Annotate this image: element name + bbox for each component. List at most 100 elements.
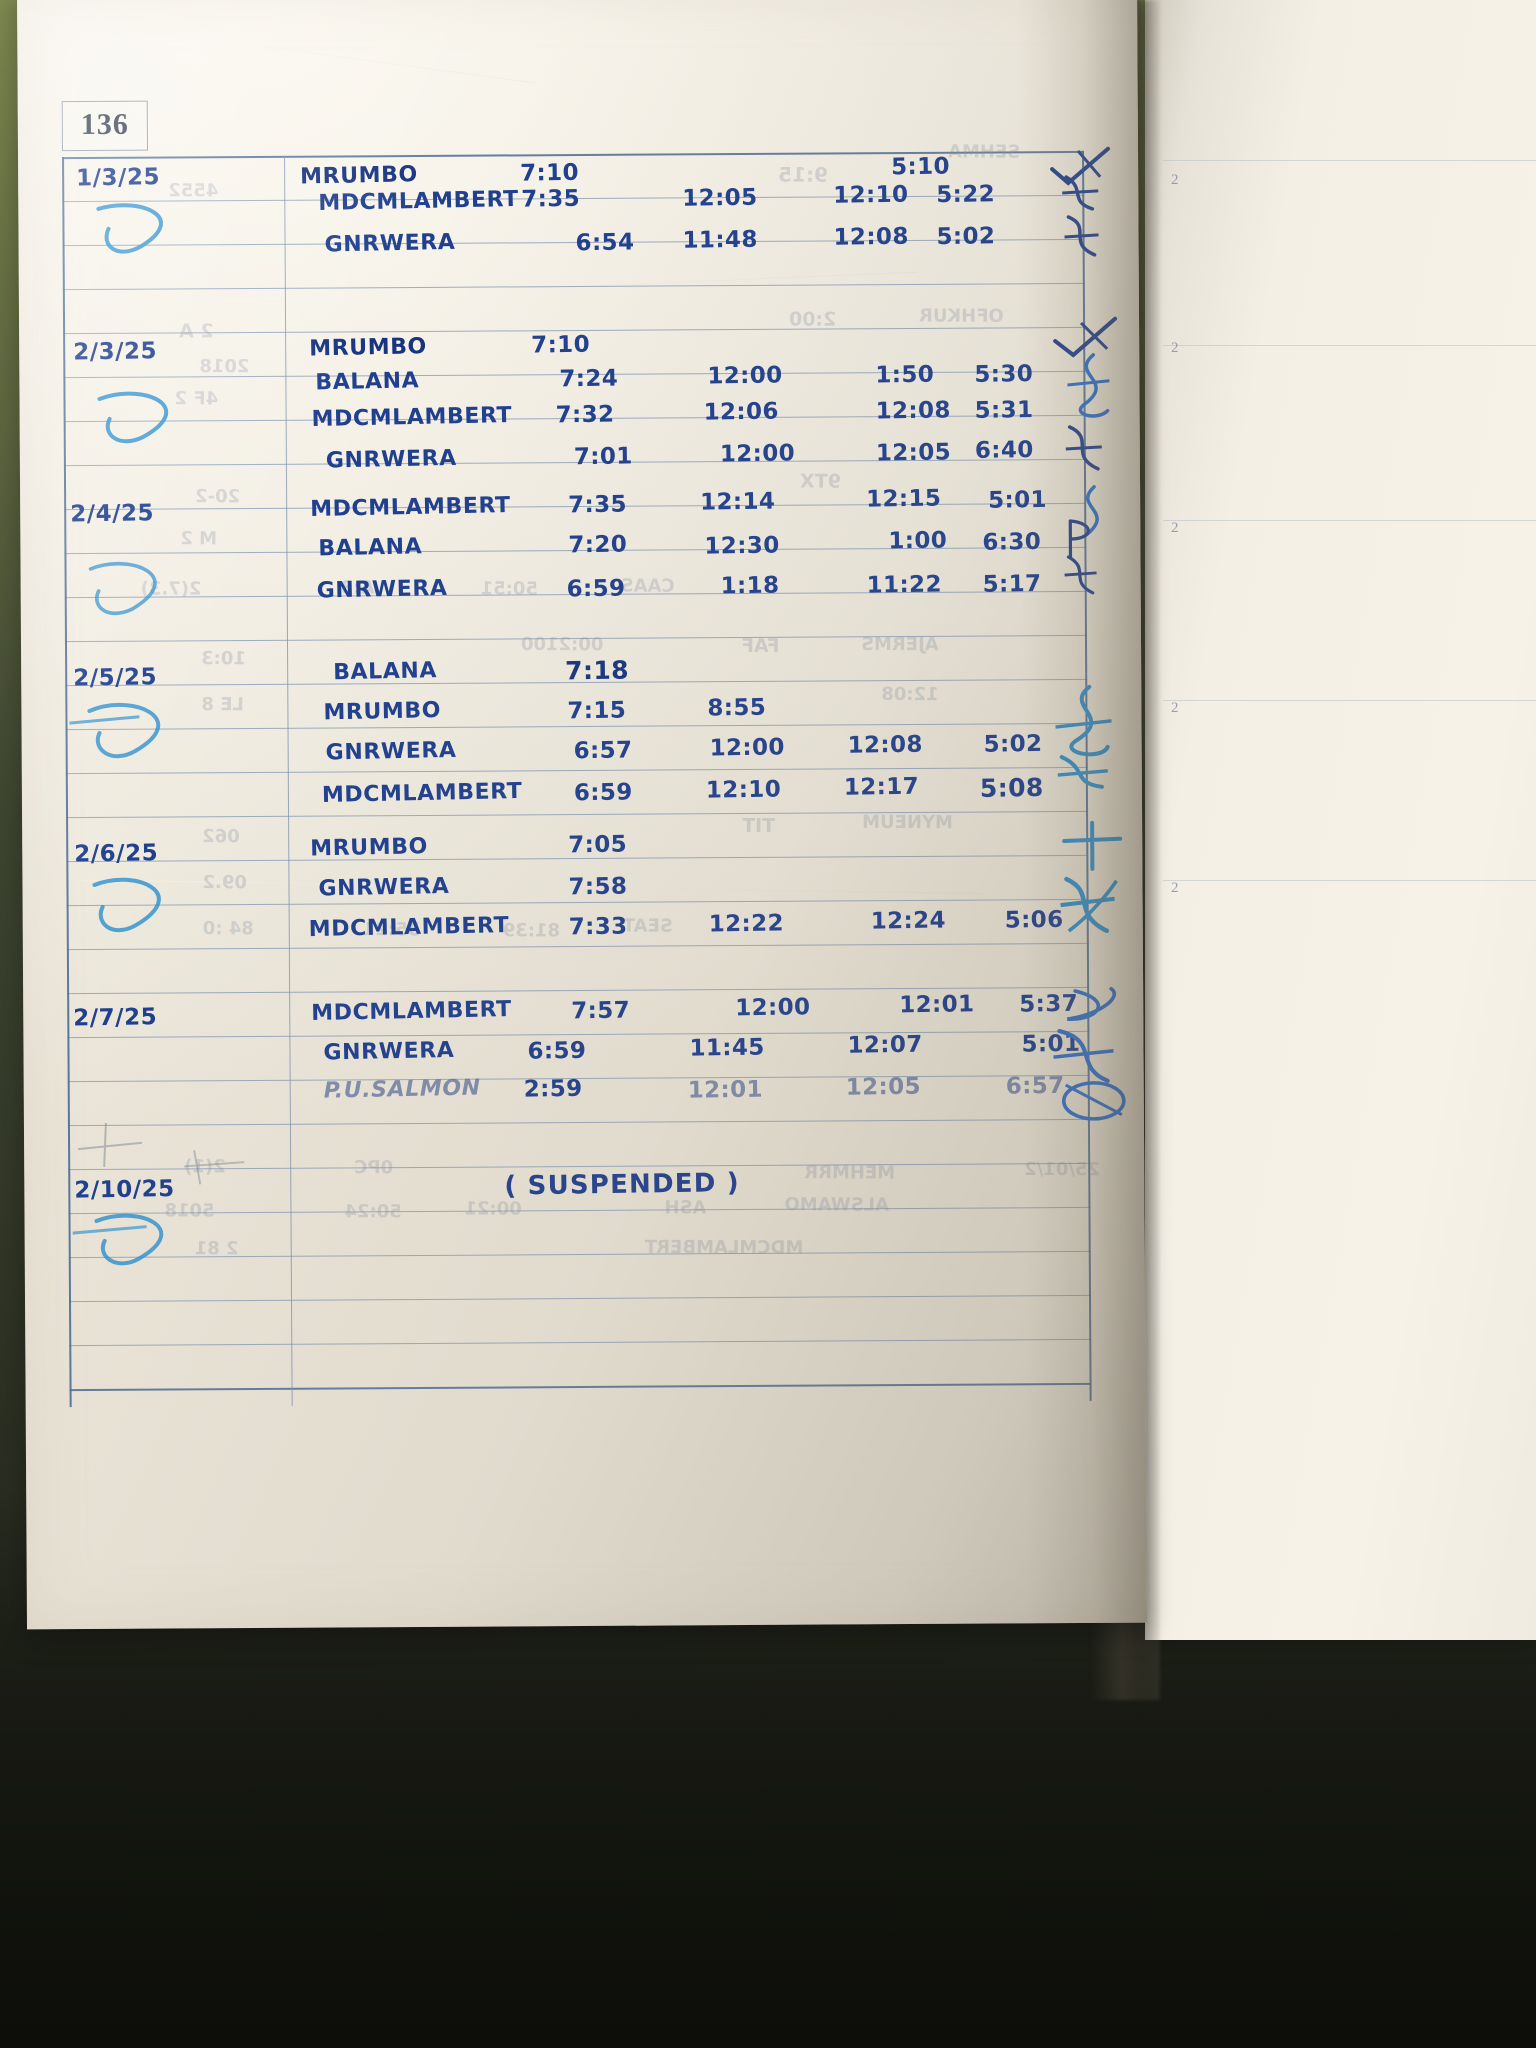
- entry-time-in-am: 7:01: [573, 443, 633, 471]
- entry-time-in-am: 6:59: [566, 575, 626, 603]
- entry-name: MDCMLAMBERT: [311, 403, 513, 433]
- entry-time-in-pm: 12:08: [875, 397, 952, 425]
- entry-time-in-pm: 1:50: [875, 361, 935, 389]
- entry-time-out-pm: 5:06: [1004, 906, 1064, 934]
- entry-time-out-noon: 12:00: [707, 362, 783, 390]
- entry-time-out-noon: 12:00: [719, 440, 796, 468]
- entry-time-in-pm: 12:10: [833, 181, 909, 209]
- entry-name: MDCMLAMBERT: [309, 493, 511, 523]
- entry-time-out-pm: 6:40: [974, 436, 1034, 464]
- entry-time-in-am: 7:32: [555, 401, 615, 429]
- entry-time-in-am: 7:58: [568, 873, 628, 901]
- entry-time-out-noon: 12:00: [709, 734, 786, 762]
- logbook-page: 136 4552 9: [17, 0, 1147, 1630]
- entry-time-in-am: 6:59: [527, 1037, 587, 1065]
- entry-time-in-pm: 12:05: [845, 1073, 922, 1101]
- entry-name: MRUMBO: [310, 834, 429, 862]
- entry-date: 2/5/25: [72, 664, 158, 692]
- facing-page-number: 2: [1171, 340, 1179, 356]
- entry-time-out-noon: 12:22: [708, 910, 785, 938]
- entry-time-in-pm: 12:15: [865, 485, 942, 513]
- entry-time-in-am: 7:10: [519, 159, 580, 187]
- entry-time-in-am: 6:59: [573, 779, 633, 807]
- entry-name: BALANA: [332, 658, 438, 686]
- entry-time-out-pm: 5:10: [890, 153, 951, 181]
- entry-time-out-noon: 1:18: [720, 572, 780, 600]
- entry-time-out-pm: 5:17: [982, 570, 1042, 598]
- entry-time-out-pm: 5:02: [936, 223, 996, 251]
- entry-time-in-pm: 12:17: [843, 773, 920, 801]
- entry-time-out-noon: 11:45: [689, 1034, 765, 1062]
- suspended-note: ( SUSPENDED ): [504, 1168, 741, 1202]
- entry-time-out-noon: 11:48: [682, 226, 758, 254]
- entry-name: MRUMBO: [323, 698, 442, 726]
- entry-time-in-am: 7:33: [568, 913, 628, 941]
- entry-time-in-am: 7:35: [521, 185, 581, 213]
- facing-page-number: 2: [1171, 880, 1179, 896]
- entry-name: BALANA: [315, 368, 420, 396]
- entry-time-out-noon: 12:00: [735, 994, 811, 1022]
- entry-time-in-am: 6:54: [575, 229, 635, 257]
- entry-time-out-noon: 12:06: [703, 398, 780, 426]
- entry-date: 2/6/25: [74, 840, 159, 868]
- entry-time-in-pm: 12:01: [899, 991, 975, 1019]
- entry-time-in-am: 7:57: [571, 997, 631, 1025]
- entry-time-out-noon: 12:14: [699, 488, 776, 516]
- entry-name: GNRWERA: [318, 873, 450, 902]
- entry-time-out-pm: 5:30: [974, 360, 1034, 388]
- entry-time-in-am: 7:18: [564, 655, 630, 686]
- entry-time-in-pm: 11:22: [866, 571, 943, 599]
- entry-name: GNRWERA: [323, 1037, 455, 1066]
- entry-name: GNRWERA: [324, 229, 456, 258]
- entry-time-out-pm: 5:08: [979, 772, 1044, 803]
- entry-time-out-pm: 5:01: [1021, 1030, 1081, 1058]
- entry-name: MRUMBO: [299, 162, 419, 190]
- entry-time-in-am: 7:15: [567, 697, 627, 725]
- entry-time-in-am: 7:35: [567, 491, 628, 519]
- entry-time-in-am: 7:05: [568, 831, 628, 859]
- entry-time-out-pm: 5:31: [974, 396, 1034, 424]
- entry-name: MDCMLAMBERT: [311, 997, 512, 1027]
- entry-time-in-pm: 12:24: [870, 907, 947, 935]
- entry-time-out-pm: 5:01: [987, 486, 1048, 514]
- entry-time-in-am: 6:57: [573, 737, 633, 765]
- entry-time-out-pm: 5:22: [936, 181, 996, 209]
- entry-time-out-noon: 8:55: [707, 694, 767, 722]
- entry-time-in-am: 7:10: [530, 331, 591, 359]
- entry-time-out-pm: 5:02: [983, 730, 1043, 758]
- entry-time-out-noon: 12:30: [704, 532, 780, 560]
- entry-date: 2/3/25: [73, 338, 158, 366]
- entry-time-in-pm: 12:07: [847, 1031, 923, 1059]
- entry-time-out-pm: 5:37: [1019, 990, 1079, 1018]
- entry-time-out-noon: 12:05: [682, 184, 758, 212]
- entry-name: GNRWERA: [325, 445, 457, 474]
- entry-time-out-pm: 6:30: [982, 528, 1042, 556]
- entry-name: MDCMLAMBERT: [308, 913, 510, 943]
- entry-name: MDCMLAMBERT: [321, 778, 523, 808]
- entry-time-in-am: 2:59: [523, 1075, 583, 1103]
- entry-time-out-noon: 12:01: [687, 1076, 764, 1104]
- entry-name: BALANA: [318, 534, 423, 562]
- entry-name: MDCMLAMBERT: [318, 186, 520, 216]
- entry-time-out-noon: 12:10: [705, 776, 782, 804]
- facing-page-number: 2: [1171, 520, 1179, 536]
- entry-time-out-pm: 6:57: [1005, 1072, 1065, 1100]
- facing-page: 2 2 2 2 2: [1145, 0, 1536, 1640]
- entry-date: 2/7/25: [73, 1004, 158, 1032]
- entry-time-in-pm: 12:08: [847, 731, 924, 759]
- entry-date: 1/3/25: [75, 164, 161, 192]
- entry-name: MRUMBO: [308, 334, 428, 362]
- entry-name: GNRWERA: [325, 737, 457, 766]
- facing-page-number: 2: [1171, 172, 1179, 188]
- entry-time-in-am: 7:24: [559, 365, 619, 393]
- facing-page-number: 2: [1171, 700, 1179, 716]
- entry-time-in-pm: 1:00: [888, 527, 948, 555]
- page-number: 136: [61, 100, 148, 152]
- entry-time-in-am: 7:20: [568, 531, 628, 559]
- entry-time-in-pm: 12:08: [833, 223, 909, 251]
- entry-date: 2/4/25: [69, 500, 155, 528]
- entry-date: 2/10/25: [74, 1175, 175, 1204]
- entry-name: GNRWERA: [316, 575, 448, 604]
- entry-time-in-pm: 12:05: [875, 439, 952, 467]
- entry-name: P.U.SALMON: [323, 1075, 481, 1104]
